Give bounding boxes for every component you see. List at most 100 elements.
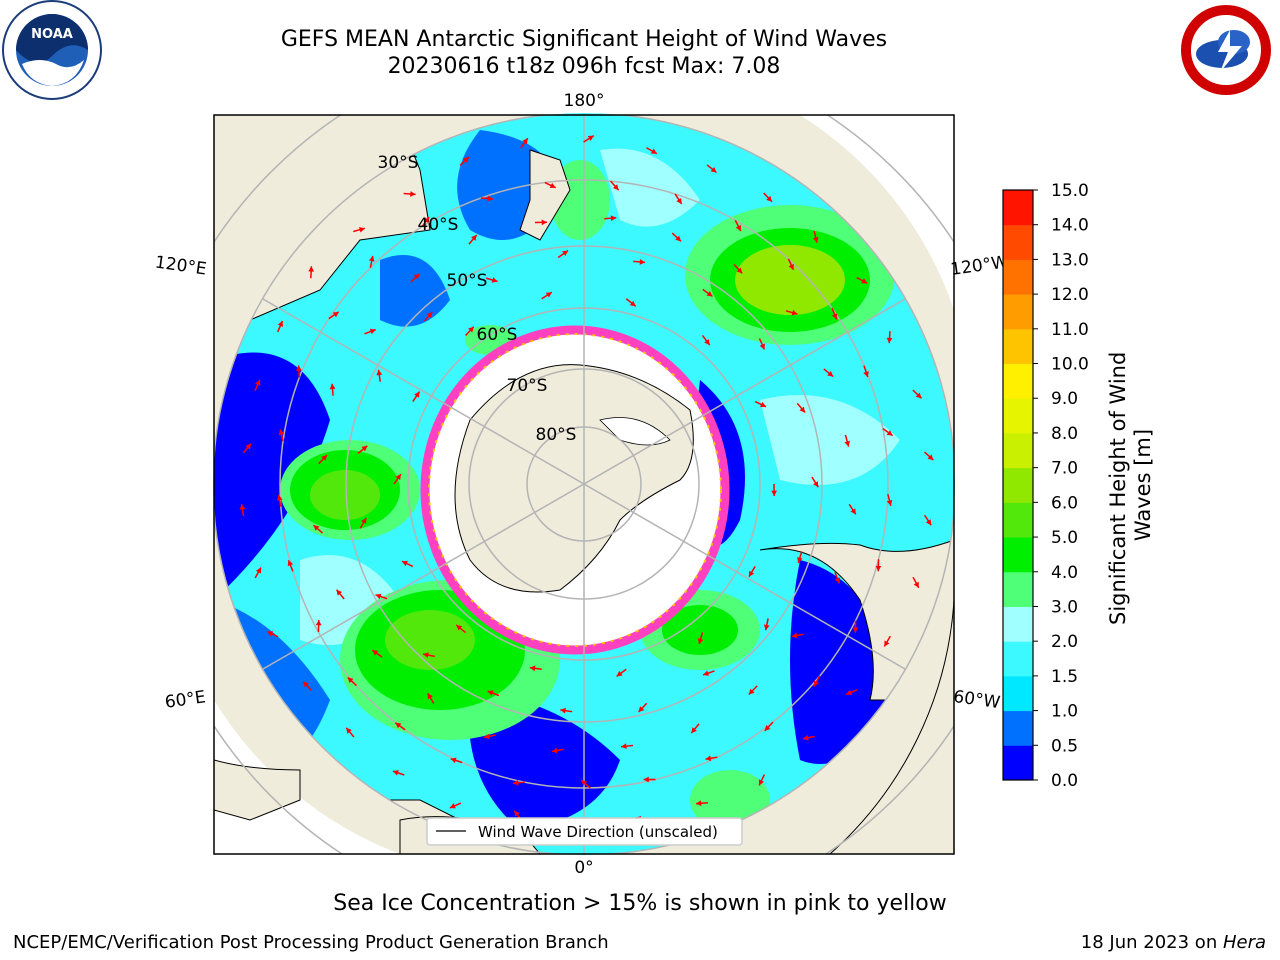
wind-arrow-head xyxy=(886,499,893,506)
wind-arrow-head xyxy=(766,195,772,202)
lon-label-0: 0° xyxy=(574,858,593,878)
chart-title: GEFS MEAN Antarctic Significant Height o… xyxy=(280,27,888,52)
wind-arrow-head xyxy=(621,743,627,750)
wind-arrow-head xyxy=(827,370,834,377)
wind-arrow-head xyxy=(401,560,408,567)
wind-arrow-head xyxy=(255,567,261,574)
colorbar-tick-label: 2.0 xyxy=(1051,632,1078,652)
wind-arrow-head xyxy=(376,369,383,376)
footer-machine: Hera xyxy=(1222,932,1266,953)
wind-arrow-head xyxy=(764,725,771,731)
wind-arrow-head xyxy=(368,255,375,262)
lat-label-50s: 50°S xyxy=(447,271,488,291)
colorbar-tick-label: 5.0 xyxy=(1051,528,1078,548)
colorbar-tick-label: 9.0 xyxy=(1051,389,1078,409)
wind-arrow-head xyxy=(886,337,893,344)
colorbar-tick-label: 6.0 xyxy=(1051,493,1078,513)
colorbar-swatch xyxy=(1003,398,1033,434)
wind-arrow-head xyxy=(313,525,320,531)
wind-arrow-head xyxy=(278,429,285,436)
lat-label-40s: 40°S xyxy=(418,215,459,235)
colorbar-swatch xyxy=(1003,641,1033,677)
wind-arrow-head xyxy=(487,195,493,202)
wind-arrow-head xyxy=(831,313,838,320)
colorbar-tick-label: 8.0 xyxy=(1051,424,1078,444)
wind-arrow-head xyxy=(315,619,322,626)
wind-arrow-head xyxy=(706,291,713,297)
wind-arrow-head xyxy=(748,688,755,695)
wind-arrow-head xyxy=(468,326,474,333)
lon-label-120e: 120°E xyxy=(154,253,208,280)
nws-logo-icon xyxy=(1178,2,1274,98)
legend-label: Wind Wave Direction (unscaled) xyxy=(478,823,718,841)
wind-arrow-head xyxy=(915,392,922,399)
wind-arrow-head xyxy=(629,300,636,307)
wind-arrow-head xyxy=(277,320,284,327)
wind-arrow-head xyxy=(549,182,556,189)
colorbar-swatch xyxy=(1003,190,1033,226)
wind-arrow-head xyxy=(329,383,336,390)
wind-arrow-head xyxy=(844,440,850,447)
colorbar-swatch xyxy=(1003,502,1033,538)
wind-arrow-head xyxy=(705,755,712,762)
lon-label-180: 180° xyxy=(564,91,605,111)
lon-label-60w: 60°W xyxy=(952,687,1001,713)
wind-arrow-head xyxy=(484,733,490,740)
wind-arrow-head xyxy=(863,371,869,378)
wind-arrow-head xyxy=(255,379,261,386)
wind-arrow-head xyxy=(239,504,246,510)
wind-arrow-head xyxy=(514,810,520,817)
wind-arrow-head xyxy=(797,556,803,563)
wind-arrow-head xyxy=(612,184,619,191)
colorbar-tick-label: 10.0 xyxy=(1051,355,1089,375)
footer-date: 18 Jun 2023 on Hera xyxy=(1081,932,1266,953)
wind-arrow-head xyxy=(361,445,368,452)
wind-arrow-head xyxy=(638,706,645,713)
wind-arrow-head xyxy=(735,224,741,231)
colorbar-tick-label: 1.0 xyxy=(1051,702,1078,722)
wind-arrow-head xyxy=(697,638,704,645)
wind-arrow-head xyxy=(423,652,429,658)
wind-arrow-head xyxy=(551,747,558,754)
wind-arrow-head xyxy=(791,309,798,316)
wind-arrow-head xyxy=(704,339,710,346)
wind-arrow-head xyxy=(471,234,477,241)
colorbar-swatch xyxy=(1003,537,1033,573)
wind-arrow-head xyxy=(763,624,770,631)
wind-arrow-head xyxy=(695,800,702,807)
colorbar-tick-label: 0.5 xyxy=(1051,736,1078,756)
wind-arrow-head xyxy=(487,690,494,696)
wind-arrow-head xyxy=(736,267,743,274)
wind-arrow-head xyxy=(450,757,457,764)
wind-arrow-head xyxy=(639,259,646,265)
wind-arrow-head xyxy=(410,191,416,197)
wind-arrow-head xyxy=(802,734,809,741)
map-frame xyxy=(213,114,955,855)
wind-arrow-head xyxy=(913,581,919,588)
wind-arrow-head xyxy=(834,577,841,584)
wind-arrow-head xyxy=(886,430,893,436)
wind-arrow-head xyxy=(650,148,657,154)
colorbar-tick-label: 14.0 xyxy=(1051,216,1089,236)
colorbar-swatch xyxy=(1003,328,1033,365)
wind-arrow-head xyxy=(759,343,765,350)
wind-arrow-head xyxy=(643,776,649,783)
wind-arrow-head xyxy=(359,226,365,233)
wind-arrow-head xyxy=(413,273,420,280)
colorbar-swatch xyxy=(1003,432,1033,469)
wind-arrow-head xyxy=(296,365,302,371)
wind-arrow-head xyxy=(813,481,819,488)
wind-arrow-head xyxy=(560,707,566,714)
wind-arrow-head xyxy=(760,401,767,408)
wind-arrow-head xyxy=(710,166,717,173)
colorbar-swatch xyxy=(1003,606,1033,642)
colorbar-swatch xyxy=(1003,710,1033,746)
wind-arrow-head xyxy=(799,406,806,413)
colorbar-tick-label: 13.0 xyxy=(1051,250,1089,270)
lat-label-70s: 70°S xyxy=(507,376,548,396)
footer-date-text: 18 Jun 2023 on xyxy=(1080,932,1223,953)
wind-arrow-head xyxy=(748,570,755,577)
colorbar-label: Significant Height of Wind Waves [m] xyxy=(1106,345,1155,625)
wind-arrow-head xyxy=(529,665,536,672)
lat-label-30s: 30°S xyxy=(378,153,419,173)
